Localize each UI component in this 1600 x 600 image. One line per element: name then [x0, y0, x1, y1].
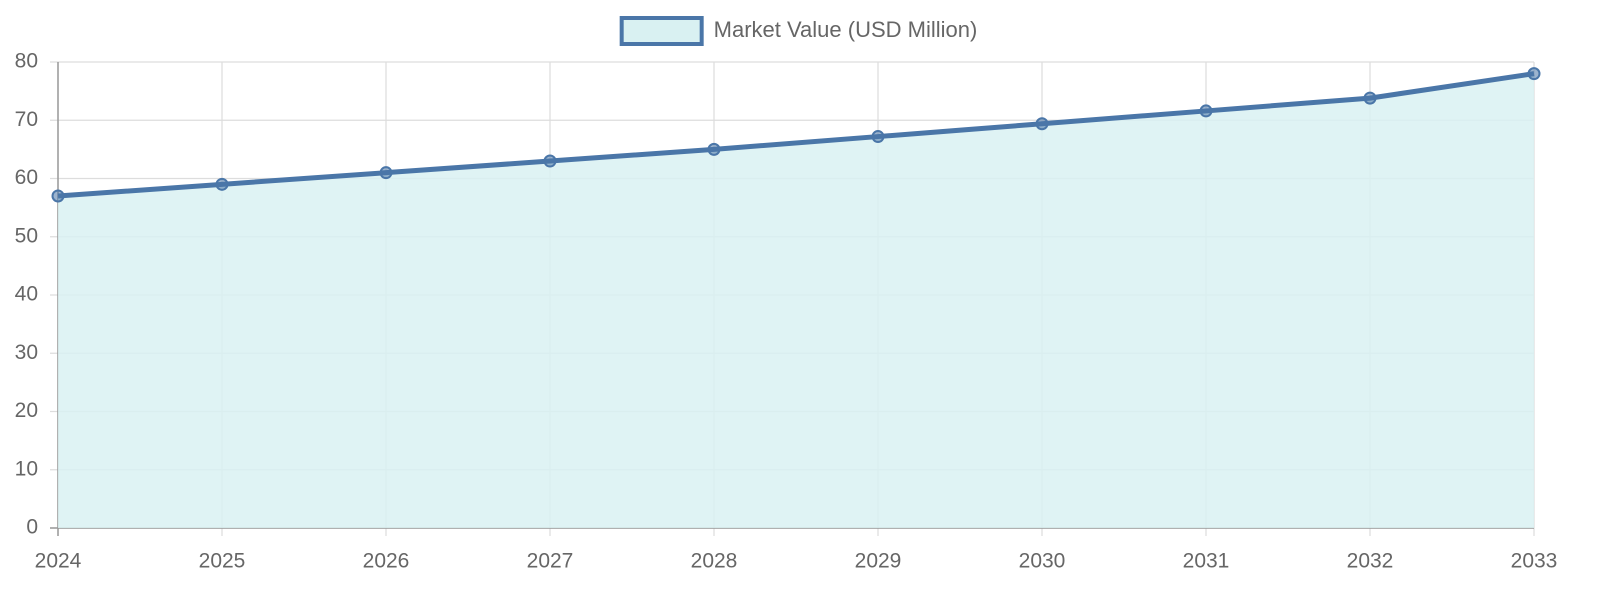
line: [57, 71, 1535, 199]
y-tick-label: 60: [15, 166, 38, 189]
y-tick-label: 50: [15, 224, 38, 247]
y-tick-label: 20: [15, 399, 38, 422]
point: [1363, 91, 1377, 105]
x-tick-label: 2029: [855, 550, 902, 573]
y-tick-label: 0: [26, 516, 38, 539]
y-tick-label: 30: [15, 341, 38, 364]
point: [871, 130, 885, 144]
x-tick-label: 2025: [199, 550, 246, 573]
x-tick-label: 2028: [691, 550, 738, 573]
x-tick-label: 2032: [1347, 550, 1394, 573]
point: [543, 154, 557, 168]
x-tick-label: 2027: [527, 550, 574, 573]
legend-swatch: [619, 16, 704, 46]
x-tick-label: 2031: [1183, 550, 1230, 573]
x-tick-label: 2030: [1019, 550, 1066, 573]
point: [1199, 104, 1213, 118]
x-tick-label: 2024: [35, 550, 82, 573]
point: [51, 189, 65, 203]
y-tick-label: 10: [15, 457, 38, 480]
y-tick-label: 70: [15, 108, 38, 131]
x-tick-label: 2026: [363, 550, 410, 573]
point: [1035, 117, 1049, 131]
point: [707, 142, 721, 156]
point: [1527, 67, 1541, 81]
point: [379, 166, 393, 180]
x-tick-label: 2033: [1511, 550, 1558, 573]
point: [215, 177, 229, 191]
y-tick-label: 80: [15, 50, 38, 73]
legend-label: Market Value (USD Million): [714, 17, 978, 42]
area-fill: [58, 73, 1534, 529]
y-tick-label: 40: [15, 283, 38, 306]
